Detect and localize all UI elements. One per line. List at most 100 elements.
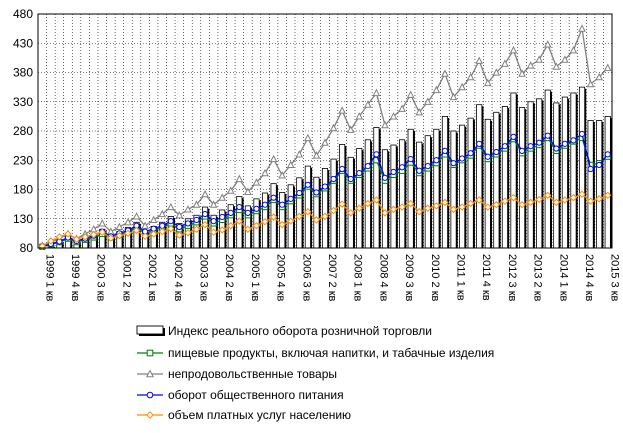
point bbox=[449, 205, 458, 214]
point bbox=[329, 206, 338, 215]
point bbox=[64, 230, 72, 238]
point bbox=[415, 208, 423, 216]
point bbox=[578, 130, 586, 138]
bar bbox=[570, 92, 577, 249]
point bbox=[347, 175, 354, 183]
bar bbox=[433, 128, 440, 249]
point bbox=[518, 201, 526, 209]
point bbox=[287, 195, 294, 202]
x-tick-label: 2005 4 кв bbox=[275, 254, 287, 302]
point bbox=[346, 125, 355, 133]
x-tick-label: 2004 2 кв bbox=[223, 254, 235, 302]
point bbox=[175, 210, 184, 219]
bar bbox=[544, 89, 551, 249]
bar bbox=[339, 144, 346, 249]
point bbox=[433, 157, 440, 164]
point bbox=[509, 45, 518, 54]
point bbox=[603, 63, 612, 71]
plot-frame bbox=[37, 13, 613, 249]
legend-label: объем платных услуг населению bbox=[168, 408, 351, 422]
point bbox=[321, 183, 329, 190]
point bbox=[406, 199, 415, 208]
point bbox=[321, 212, 329, 221]
bar bbox=[518, 107, 526, 249]
point bbox=[390, 168, 397, 176]
point bbox=[586, 197, 595, 205]
point bbox=[561, 140, 568, 147]
x-tick-label: 1999 1 кв bbox=[43, 254, 55, 302]
point bbox=[235, 174, 244, 183]
point bbox=[526, 198, 535, 207]
point bbox=[115, 232, 124, 240]
point bbox=[450, 160, 457, 167]
point bbox=[209, 200, 218, 208]
point bbox=[201, 210, 209, 218]
bar bbox=[287, 184, 294, 249]
legend: Индекс реального оборота розничной торго… bbox=[136, 324, 494, 422]
point bbox=[132, 212, 141, 220]
bar bbox=[279, 192, 286, 249]
point bbox=[329, 123, 338, 132]
point bbox=[330, 175, 337, 183]
x-tick-label: 2006 3 кв bbox=[300, 254, 312, 302]
point bbox=[492, 68, 501, 76]
point bbox=[501, 59, 509, 67]
legend-item-2: пищевые продукты, включая напитки, и таб… bbox=[137, 346, 494, 360]
point bbox=[604, 191, 612, 200]
point bbox=[569, 193, 578, 202]
bars-retail-index bbox=[47, 86, 612, 249]
point bbox=[236, 203, 243, 211]
point bbox=[192, 200, 201, 208]
point bbox=[210, 217, 217, 225]
bar bbox=[459, 124, 466, 249]
point bbox=[296, 189, 303, 197]
point bbox=[270, 194, 277, 201]
point bbox=[47, 237, 55, 245]
bar bbox=[467, 117, 474, 249]
point bbox=[124, 229, 132, 238]
point bbox=[552, 62, 561, 70]
point bbox=[269, 213, 278, 221]
point bbox=[364, 163, 371, 170]
x-tick-label: 2013 2 кв bbox=[532, 254, 544, 302]
bar bbox=[553, 102, 560, 249]
point bbox=[544, 191, 552, 200]
bar bbox=[476, 104, 483, 249]
point bbox=[578, 190, 586, 198]
point bbox=[355, 112, 364, 120]
point bbox=[295, 212, 304, 221]
point bbox=[124, 217, 132, 226]
legend-label: оборот общественного питания bbox=[168, 388, 344, 402]
point bbox=[518, 69, 526, 77]
bar bbox=[604, 115, 611, 249]
point bbox=[193, 216, 200, 224]
point bbox=[146, 349, 154, 357]
bar bbox=[407, 128, 414, 249]
legend-label: непродовольственные товары bbox=[168, 367, 337, 381]
y-tick-label: 330 bbox=[13, 95, 33, 109]
point bbox=[475, 196, 483, 204]
point bbox=[81, 233, 89, 241]
point bbox=[535, 55, 544, 63]
point bbox=[244, 225, 252, 233]
point bbox=[509, 193, 518, 202]
point bbox=[510, 133, 517, 140]
point bbox=[201, 189, 209, 198]
bar bbox=[399, 139, 406, 249]
point bbox=[184, 205, 192, 213]
point bbox=[98, 219, 107, 227]
y-tick-label: 380 bbox=[13, 66, 33, 80]
x-tick-label: 2007 2 кв bbox=[326, 254, 338, 302]
point bbox=[424, 204, 432, 212]
bar bbox=[373, 127, 380, 249]
bar bbox=[578, 86, 586, 249]
x-axis-ticks: 1999 1 кв 1999 4 кв 2000 3 кв 2001 2 кв 2002… bbox=[43, 254, 620, 302]
point bbox=[346, 209, 355, 217]
point bbox=[526, 61, 535, 69]
point bbox=[423, 97, 432, 105]
point bbox=[339, 165, 346, 173]
point bbox=[304, 181, 311, 188]
point bbox=[295, 150, 304, 158]
point bbox=[527, 143, 534, 150]
point bbox=[278, 171, 286, 179]
